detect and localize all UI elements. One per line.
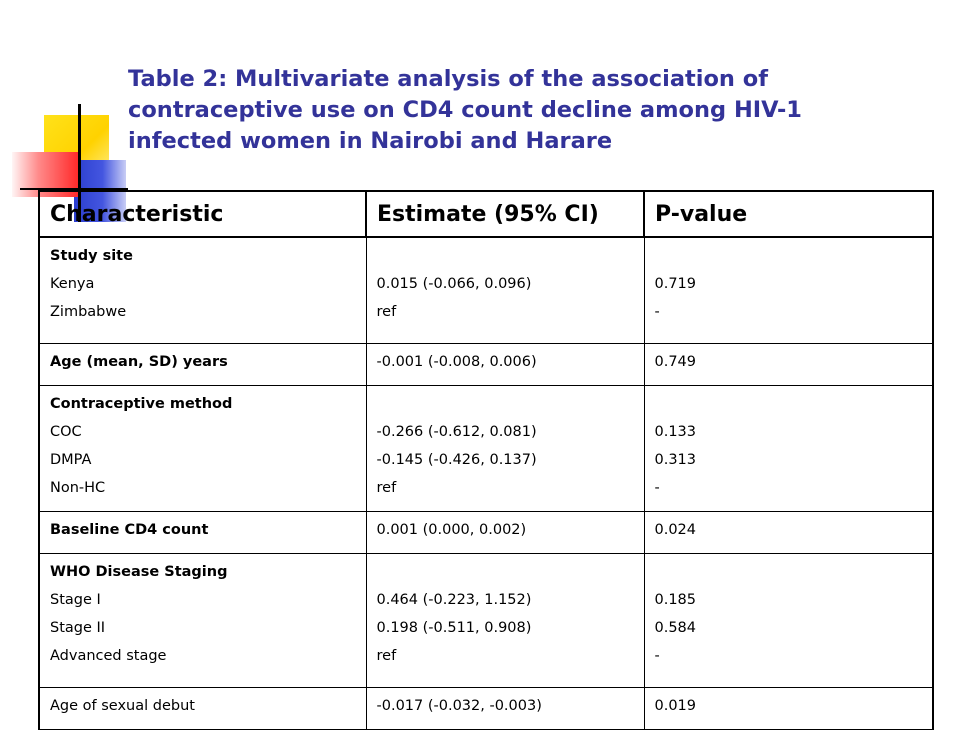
estimate-value: 0.001 (0.000, 0.002) (376, 521, 527, 538)
estimate-value: -0.266 (-0.612, 0.081) (376, 423, 537, 440)
decorative-vertical-line (78, 104, 81, 222)
estimate-cell: -0.017 (-0.032, -0.003) (365, 686, 645, 730)
pvalue: - (654, 304, 660, 320)
pvalue: 0.313 (654, 451, 697, 468)
estimate-cell: -0.266 (-0.612, 0.081) -0.145 (-0.426, 0… (365, 384, 645, 512)
group-title: Contraceptive method (50, 395, 233, 412)
title-line: Table 2: Multivariate analysis of the as… (128, 66, 769, 92)
pvalue-cell: 0.024 (643, 510, 934, 554)
pvalue: 0.749 (654, 353, 697, 370)
estimate-cell: 0.001 (0.000, 0.002) (365, 510, 645, 554)
table-row-who-staging: WHO Disease Staging Stage I Stage II Adv… (38, 552, 934, 688)
pvalue-cell: 0.719 - (643, 236, 934, 344)
estimate-value: 0.464 (-0.223, 1.152) (376, 591, 532, 608)
characteristic-cell: WHO Disease Staging Stage I Stage II Adv… (38, 552, 367, 688)
characteristic-cell: Age (mean, SD) years (38, 342, 367, 386)
row-label: Advanced stage (50, 647, 167, 664)
group-title: Study site (50, 248, 133, 264)
characteristic-cell: Contraceptive method COC DMPA Non-HC (38, 384, 367, 512)
characteristic-cell: Study site Kenya Zimbabwe (38, 236, 367, 344)
estimate-value: -0.001 (-0.008, 0.006) (376, 353, 537, 370)
slide-title: Table 2: Multivariate analysis of the as… (128, 64, 928, 157)
pvalue-cell: 0.019 (643, 686, 934, 730)
header-characteristic: Characteristic (38, 190, 367, 238)
title-line: contraceptive use on CD4 count decline a… (128, 97, 802, 123)
header-estimate: Estimate (95% CI) (365, 190, 645, 238)
row-label: Age of sexual debut (50, 697, 195, 714)
table-header-row: Characteristic Estimate (95% CI) P-value (38, 190, 934, 238)
table-row-study-site: Study site Kenya Zimbabwe 0.015 (-0.066,… (38, 236, 934, 344)
row-label: DMPA (50, 451, 92, 468)
row-label: Zimbabwe (50, 304, 127, 320)
table-row-sexual-debut: Age of sexual debut -0.017 (-0.032, -0.0… (38, 686, 934, 730)
pvalue: 0.185 (654, 591, 697, 608)
row-label: Non-HC (50, 479, 106, 496)
estimate-cell: -0.001 (-0.008, 0.006) (365, 342, 645, 386)
group-title: WHO Disease Staging (50, 563, 228, 580)
row-label: Stage I (50, 591, 101, 608)
estimate-value: ref (376, 479, 397, 496)
characteristic-cell: Age of sexual debut (38, 686, 367, 730)
pvalue: 0.024 (654, 521, 697, 538)
estimate-value: 0.015 (-0.066, 0.096) (376, 276, 532, 292)
table-row-baseline-cd4: Baseline CD4 count 0.001 (0.000, 0.002) … (38, 510, 934, 554)
row-label: Kenya (50, 276, 95, 292)
pvalue-cell: 0.185 0.584 - (643, 552, 934, 688)
estimate-value: ref (376, 304, 397, 320)
estimate-value: ref (376, 647, 397, 664)
pvalue: - (654, 647, 660, 664)
characteristic-cell: Baseline CD4 count (38, 510, 367, 554)
pvalue-cell: 0.749 (643, 342, 934, 386)
estimate-value: -0.017 (-0.032, -0.003) (376, 697, 542, 714)
decorative-horizontal-line (20, 188, 128, 190)
pvalue: - (654, 479, 660, 496)
header-pvalue: P-value (643, 190, 934, 238)
row-label: Baseline CD4 count (50, 521, 209, 538)
estimate-value: -0.145 (-0.426, 0.137) (376, 451, 537, 468)
pvalue: 0.584 (654, 619, 697, 636)
row-label: Stage II (50, 619, 106, 636)
title-line: infected women in Nairobi and Harare (128, 128, 613, 154)
pvalue: 0.019 (654, 697, 697, 714)
row-label: COC (50, 423, 82, 440)
row-label: Age (mean, SD) years (50, 353, 228, 370)
estimate-cell: 0.015 (-0.066, 0.096) ref (365, 236, 645, 344)
table-row-age: Age (mean, SD) years -0.001 (-0.008, 0.0… (38, 342, 934, 386)
results-table: Characteristic Estimate (95% CI) P-value… (38, 190, 934, 730)
pvalue: 0.133 (654, 423, 697, 440)
table-row-contraceptive-method: Contraceptive method COC DMPA Non-HC -0.… (38, 384, 934, 512)
estimate-value: 0.198 (-0.511, 0.908) (376, 619, 532, 636)
pvalue: 0.719 (654, 276, 697, 292)
estimate-cell: 0.464 (-0.223, 1.152) 0.198 (-0.511, 0.9… (365, 552, 645, 688)
pvalue-cell: 0.133 0.313 - (643, 384, 934, 512)
